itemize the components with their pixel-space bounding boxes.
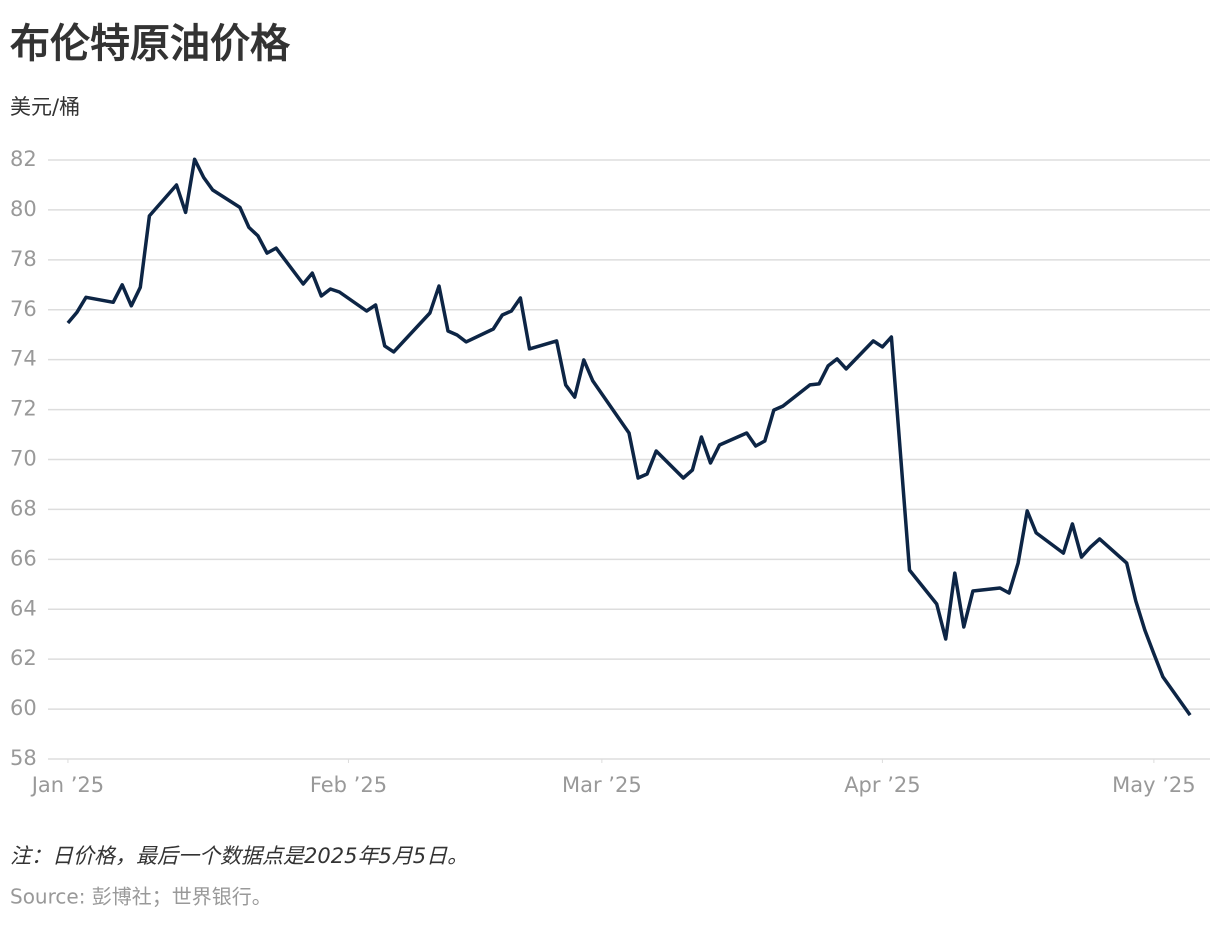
x-tick-label: Jan ’25: [30, 773, 104, 797]
x-tick-label: Mar ’25: [562, 773, 642, 797]
y-tick-label: 58: [10, 746, 37, 770]
y-tick-label: 66: [10, 546, 37, 570]
y-tick-label: 68: [10, 496, 37, 520]
y-tick-label: 62: [10, 646, 37, 670]
y-tick-label: 76: [10, 297, 37, 321]
y-tick-label: 78: [10, 247, 37, 271]
x-tick-label: Feb ’25: [310, 773, 387, 797]
chart-title: 布伦特原油价格: [10, 21, 291, 67]
y-tick-label: 60: [10, 696, 37, 720]
y-tick-label: 72: [10, 397, 37, 421]
y-axis-unit: 美元/桶: [10, 95, 80, 119]
y-tick-label: 64: [10, 596, 37, 620]
y-tick-label: 74: [10, 347, 37, 371]
y-tick-label: 80: [10, 197, 37, 221]
y-tick-label: 82: [10, 147, 37, 171]
note: 注：日价格，最后一个数据点是2025年5月5日。: [10, 844, 468, 868]
x-tick-label: May ’25: [1112, 773, 1196, 797]
x-tick-label: Apr ’25: [844, 773, 920, 797]
price-line: [66, 157, 1192, 717]
source: Source: 彭博社；世界银行。: [10, 885, 272, 909]
y-tick-label: 70: [10, 447, 37, 471]
